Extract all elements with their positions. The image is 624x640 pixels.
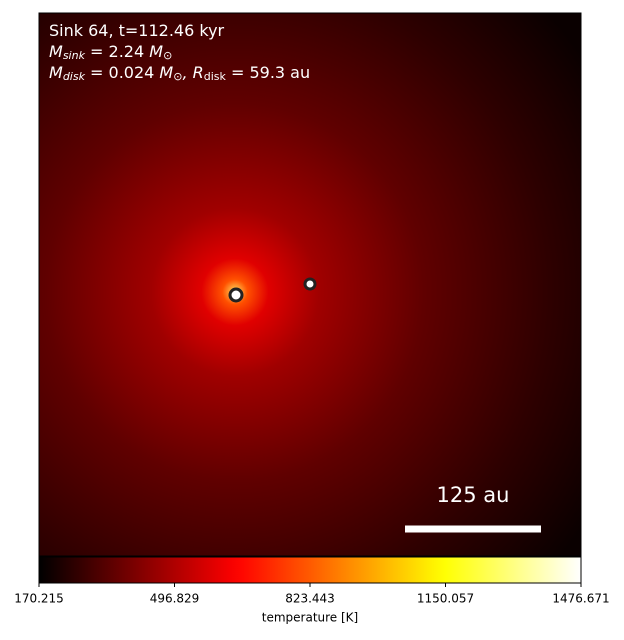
annotation-part: = 0.024	[85, 63, 159, 82]
annotation-part: ⊙	[173, 70, 182, 83]
sink	[303, 277, 317, 291]
annotation: Mdisk = 0.024 M⊙, Rdisk = 59.3 au	[49, 63, 310, 84]
tick-label: 1150.057	[417, 592, 474, 606]
annotation-part: = 2.24	[85, 42, 149, 61]
colorbar-label: temperature [K]	[262, 611, 358, 625]
annotation: Sink 64, t=112.46 kyr	[49, 21, 225, 40]
annotation-part: = 59.3 au	[226, 63, 310, 82]
annotation-part: disk	[63, 70, 86, 83]
annotation-part: Sink 64, t=112.46 kyr	[49, 21, 225, 40]
annotation-part: sink	[63, 49, 86, 62]
sink	[228, 287, 244, 303]
annotation-part: ⊙	[163, 49, 172, 62]
tick-label: 1476.671	[552, 592, 609, 606]
scale-bar-label: 125 au	[437, 483, 510, 507]
annotation-part: M	[49, 63, 63, 82]
tick-label: 496.829	[150, 592, 200, 606]
annotation-part: , R	[182, 63, 203, 82]
tick-label: 823.443	[285, 592, 335, 606]
annotation-part: M	[159, 63, 173, 82]
tick-label: 170.215	[14, 592, 64, 606]
annotation-part: disk	[204, 70, 227, 83]
annotation: Msink = 2.24 M⊙	[49, 42, 172, 63]
colorbar	[38, 556, 582, 584]
annotation-part: M	[49, 42, 63, 61]
annotation-part: M	[149, 42, 163, 61]
colorbar-axis: 170.215 496.829 823.443 1150.057 1476.671	[14, 583, 610, 606]
